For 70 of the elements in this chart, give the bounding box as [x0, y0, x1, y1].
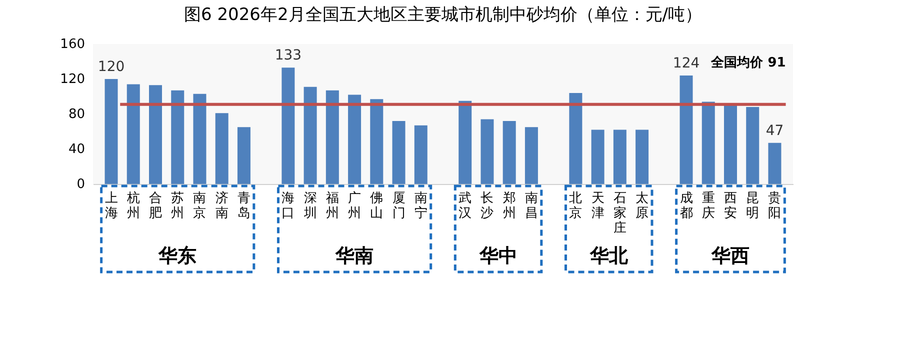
- x-tick-label: 济南: [215, 191, 228, 221]
- text: 133: [274, 48, 302, 64]
- y-tick-label: 160: [60, 37, 85, 52]
- x-tick-label: 石家庄: [613, 191, 626, 236]
- bar: [569, 93, 582, 184]
- bar: [282, 68, 295, 184]
- bar: [458, 100, 472, 184]
- x-tick-label: 青岛: [237, 191, 250, 221]
- x-tick-label: 昆明: [746, 191, 760, 221]
- bar: [480, 119, 494, 184]
- x-tick-label: 天津: [591, 191, 604, 221]
- bar: [392, 121, 406, 184]
- text: 华中: [478, 245, 518, 267]
- x-tick-label: 北京: [569, 191, 582, 221]
- bar: [746, 107, 760, 184]
- x-tick-label: 太原: [636, 191, 649, 221]
- chart-title: 图6 2026年2月全国五大地区主要城市机制中砂均价（单位：元/吨）: [184, 5, 702, 25]
- x-tick-label: 西安: [724, 191, 737, 221]
- bar: [237, 127, 250, 184]
- text: 120: [98, 59, 125, 75]
- bar: [193, 94, 206, 184]
- x-tick-label: 佛山: [370, 191, 384, 221]
- x-tick-label: 福州: [326, 191, 339, 221]
- bar: [326, 90, 339, 184]
- bar: [502, 121, 516, 184]
- x-tick-label: 海口: [282, 191, 295, 221]
- y-tick-label: 120: [60, 72, 85, 87]
- bar: [680, 76, 693, 184]
- text: 华西: [710, 245, 750, 267]
- x-tick-label: 苏州: [171, 191, 184, 221]
- text: 47: [766, 122, 784, 139]
- y-tick-label: 40: [68, 142, 85, 157]
- x-tick-label: 重庆: [702, 191, 715, 221]
- x-tick-label: 成都: [680, 191, 693, 221]
- x-tick-label: 南宁: [414, 191, 428, 221]
- bar: [126, 84, 140, 184]
- text: 华北: [588, 245, 629, 267]
- bar: [702, 102, 715, 184]
- bar: [104, 79, 118, 184]
- x-tick-label: 合肥: [149, 191, 162, 221]
- bar: [370, 99, 384, 184]
- bar: [524, 127, 538, 184]
- bar: [304, 86, 317, 184]
- x-tick-label: 广州: [348, 191, 362, 221]
- x-tick-label: 长沙: [480, 191, 494, 221]
- x-tick-label: 上海: [104, 191, 118, 221]
- text: 华东: [158, 245, 197, 267]
- bar: [171, 90, 184, 184]
- x-tick-label: 南昌: [524, 191, 538, 221]
- x-tick-label: 厦门: [392, 191, 406, 221]
- bar: [768, 142, 782, 184]
- x-tick-label: 贵阳: [768, 191, 782, 221]
- x-tick-label: 南京: [193, 191, 206, 221]
- y-tick-label: 0: [76, 177, 85, 192]
- bar: [591, 130, 604, 184]
- text: 华南: [334, 245, 374, 267]
- bar: [636, 130, 649, 184]
- bar: [149, 85, 162, 184]
- text: 124: [672, 56, 700, 72]
- y-tick-label: 80: [68, 107, 85, 122]
- bar: [215, 113, 228, 184]
- x-tick-label: 郑州: [502, 191, 516, 221]
- x-tick-label: 杭州: [126, 191, 140, 221]
- ref-line-label: 全国均价 91: [710, 55, 786, 70]
- bar: [724, 104, 737, 184]
- bar: [348, 94, 362, 184]
- x-tick-label: 武汉: [458, 191, 472, 221]
- bar: [414, 125, 428, 184]
- x-tick-label: 深圳: [302, 191, 317, 221]
- bar: [613, 130, 626, 184]
